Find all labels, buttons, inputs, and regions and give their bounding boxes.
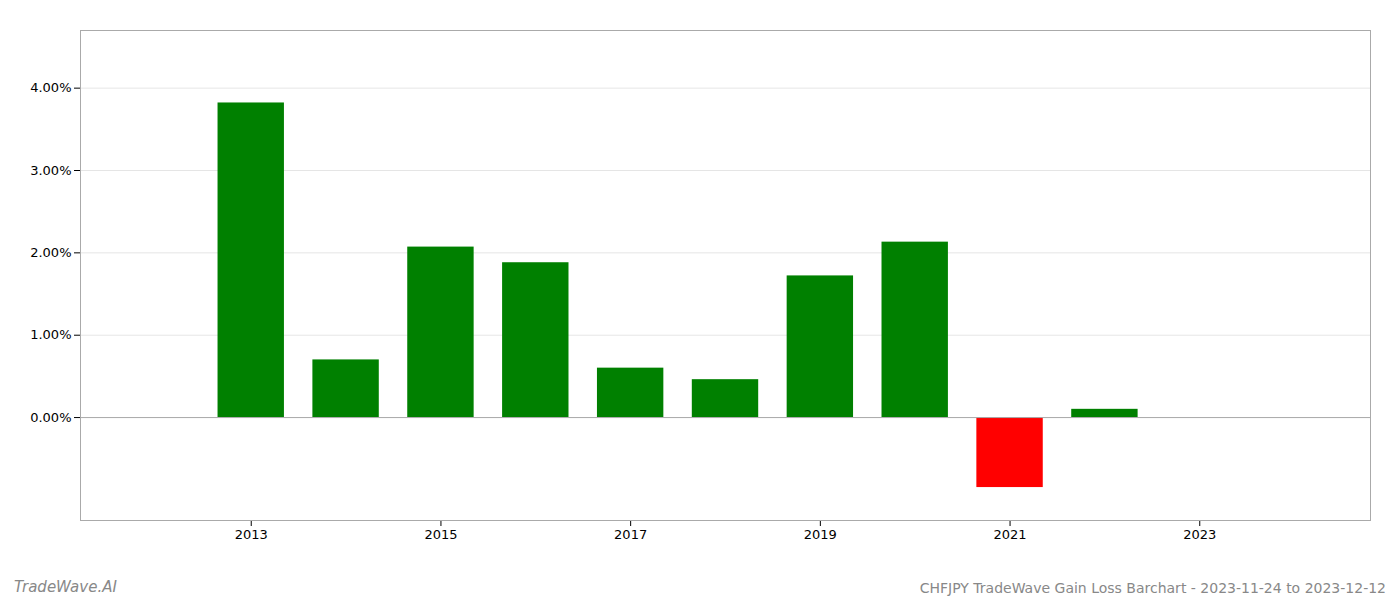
svg-text:4.00%: 4.00% bbox=[30, 80, 71, 95]
html-text:CHFJPY TradeWave Gain Loss Bar: CHFJPY TradeWave Gain Loss Barchart - 20… bbox=[919, 580, 1386, 596]
svg-text:2019: 2019 bbox=[804, 527, 837, 542]
svg-text:2023: 2023 bbox=[1183, 527, 1216, 542]
svg-text:2017: 2017 bbox=[614, 527, 647, 542]
html-text:TradeWave.AI: TradeWave.AI bbox=[14, 578, 117, 596]
svg-text:2015: 2015 bbox=[424, 527, 457, 542]
svg-text:2013: 2013 bbox=[235, 527, 268, 542]
svg-text:1.00%: 1.00% bbox=[30, 327, 71, 342]
svg-text:0.00%: 0.00% bbox=[30, 410, 71, 425]
svg-text:2.00%: 2.00% bbox=[30, 245, 71, 260]
svg-text:3.00%: 3.00% bbox=[30, 163, 71, 178]
svg-text:2021: 2021 bbox=[994, 527, 1027, 542]
